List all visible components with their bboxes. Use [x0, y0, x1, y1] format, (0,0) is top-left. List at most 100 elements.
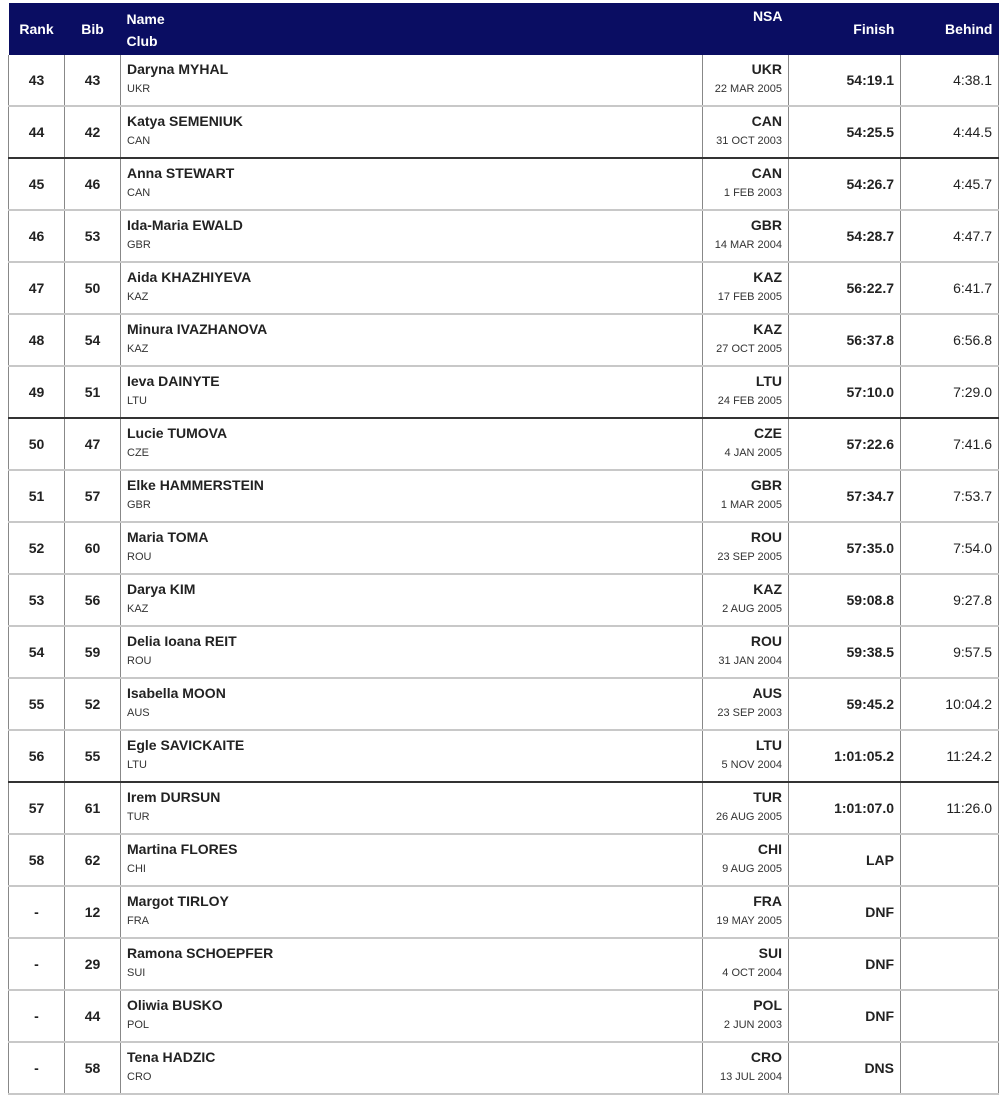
bib-cell: 59 — [64, 626, 121, 679]
nsa-code: CZE — [754, 425, 782, 441]
nsa-cell: ROU 23 SEP 2005 — [702, 522, 789, 575]
behind-cell: 6:41.7 — [900, 262, 999, 315]
rank-cell: - — [8, 1042, 65, 1095]
behind-cell: 7:53.7 — [900, 470, 999, 523]
athlete-name: Ida-Maria EWALD — [127, 217, 243, 233]
finish-cell: 54:19.1 — [788, 55, 901, 107]
name-cell: Tena HADZIC CRO — [120, 1042, 703, 1095]
nsa-code: UKR — [751, 61, 782, 77]
behind-cell: 6:56.8 — [900, 314, 999, 367]
nsa-cell: FRA 19 MAY 2005 — [702, 886, 789, 939]
name-cell: Delia Ioana REIT ROU — [120, 626, 703, 679]
behind-cell: 4:47.7 — [900, 210, 999, 263]
athlete-club: POL — [127, 1019, 150, 1031]
nsa-code: CHI — [757, 841, 782, 857]
table-row: 44 42 Katya SEMENIUK CAN CAN 31 OCT 2003 54:25… — [8, 106, 999, 159]
behind-cell: 4:38.1 — [900, 55, 999, 107]
behind-cell: 4:45.7 — [900, 158, 999, 211]
finish-cell: 57:22.6 — [788, 418, 901, 471]
finish-cell: 54:25.5 — [788, 106, 901, 159]
table-row: 43 43 Daryna MYHAL UKR UKR 22 MAR 2005 54:19.1… — [8, 55, 999, 107]
nsa-code: TUR — [753, 789, 782, 805]
athlete-club: KAZ — [127, 291, 149, 303]
bib-cell: 43 — [64, 55, 121, 107]
birth-date: 19 MAY 2005 — [716, 915, 782, 927]
table-row: -58 Tena HADZIC CRO CRO 13 JUL 2004 DNS — [8, 1042, 999, 1095]
athlete-name: Anna STEWART — [127, 165, 235, 181]
birth-date: 27 OCT 2005 — [716, 343, 782, 355]
finish-cell: 54:26.7 — [788, 158, 901, 211]
table-row: 46 53 Ida-Maria EWALD GBR GBR 14 MAR 2004 54:2… — [8, 210, 999, 263]
bib-cell: 12 — [64, 886, 121, 939]
nsa-code: ROU — [750, 529, 782, 545]
header-row: Rank Bib Name Club NSA Finish Behind — [8, 3, 999, 55]
table-row: 49 51 Ieva DAINYTE LTU LTU 24 FEB 2005 57:10.0… — [8, 366, 999, 419]
nsa-code: ROU — [750, 633, 782, 649]
rank-cell: 53 — [8, 574, 65, 627]
nsa-code: POL — [753, 997, 782, 1013]
athlete-name: Ieva DAINYTE — [127, 373, 220, 389]
athlete-club: FRA — [127, 915, 149, 927]
nsa-cell: CRO 13 JUL 2004 — [702, 1042, 789, 1095]
bib-cell: 58 — [64, 1042, 121, 1095]
name-cell: Katya SEMENIUK CAN — [120, 106, 703, 159]
finish-cell: DNF — [788, 938, 901, 991]
nsa-code: FRA — [753, 893, 782, 909]
athlete-club: CZE — [127, 447, 149, 459]
rank-cell: 48 — [8, 314, 65, 367]
table-row: 54 59 Delia Ioana REIT ROU ROU 31 JAN 2004 59:… — [8, 626, 999, 679]
table-row: -44 Oliwia BUSKO POL POL 2 JUN 2003 DNF — [8, 990, 999, 1043]
athlete-club: CHI — [127, 863, 146, 875]
rank-cell: 45 — [8, 158, 65, 211]
birth-date: 14 MAR 2004 — [714, 239, 782, 251]
rank-cell: - — [8, 938, 65, 991]
behind-cell: 7:41.6 — [900, 418, 999, 471]
rank-cell: 49 — [8, 366, 65, 419]
finish-cell: 59:38.5 — [788, 626, 901, 679]
finish-cell: 1:01:07.0 — [788, 782, 901, 835]
nsa-cell: UKR 22 MAR 2005 — [702, 55, 789, 107]
name-cell: Daryna MYHAL UKR — [120, 55, 703, 107]
name-cell: Minura IVAZHANOVA KAZ — [120, 314, 703, 367]
table-row: 52 60 Maria TOMA ROU ROU 23 SEP 2005 57:35.0 7:… — [8, 522, 999, 575]
rank-cell: - — [8, 886, 65, 939]
rank-cell: 43 — [8, 55, 65, 107]
nsa-code: CAN — [751, 113, 782, 129]
athlete-club: CRO — [127, 1071, 152, 1083]
table-row: 55 52 Isabella MOON AUS AUS 23 SEP 2003 59:45.… — [8, 678, 999, 731]
header-name-club: Name Club — [120, 3, 703, 55]
table-row: 47 50 Aida KHAZHIYEVA KAZ KAZ 17 FEB 2005 56:2… — [8, 262, 999, 315]
bib-cell: 51 — [64, 366, 121, 419]
birth-date: 4 JAN 2005 — [724, 447, 782, 459]
rank-cell: 51 — [8, 470, 65, 523]
finish-cell: 56:22.7 — [788, 262, 901, 315]
header-club: Club — [126, 33, 158, 49]
nsa-cell: KAZ 17 FEB 2005 — [702, 262, 789, 315]
athlete-club: TUR — [127, 811, 150, 823]
finish-cell: LAP — [788, 834, 901, 887]
finish-cell: 57:34.7 — [788, 470, 901, 523]
header-behind: Behind — [900, 3, 999, 55]
finish-cell: 54:28.7 — [788, 210, 901, 263]
nsa-cell: GBR 14 MAR 2004 — [702, 210, 789, 263]
name-cell: Elke HAMMERSTEIN GBR — [120, 470, 703, 523]
finish-cell: 59:45.2 — [788, 678, 901, 731]
rank-cell: 57 — [8, 782, 65, 835]
table-row: 51 57 Elke HAMMERSTEIN GBR GBR 1 MAR 2005 57:3… — [8, 470, 999, 523]
athlete-name: Tena HADZIC — [127, 1049, 216, 1065]
header-nsa: NSA — [702, 3, 789, 55]
nsa-cell: TUR 26 AUG 2005 — [702, 782, 789, 835]
athlete-name: Irem DURSUN — [127, 789, 221, 805]
birth-date: 2 AUG 2005 — [722, 603, 782, 615]
bib-cell: 47 — [64, 418, 121, 471]
name-cell: Martina FLORES CHI — [120, 834, 703, 887]
bib-cell: 52 — [64, 678, 121, 731]
finish-cell: DNF — [788, 886, 901, 939]
nsa-code: LTU — [755, 373, 782, 389]
behind-cell: 9:27.8 — [900, 574, 999, 627]
table-row: 45 46 Anna STEWART CAN CAN 1 FEB 2003 54:26.7 4… — [8, 158, 999, 211]
nsa-cell: LTU 5 NOV 2004 — [702, 730, 789, 783]
birth-date: 13 JUL 2004 — [720, 1071, 782, 1083]
name-cell: Oliwia BUSKO POL — [120, 990, 703, 1043]
birth-date: 22 MAR 2005 — [714, 83, 782, 95]
